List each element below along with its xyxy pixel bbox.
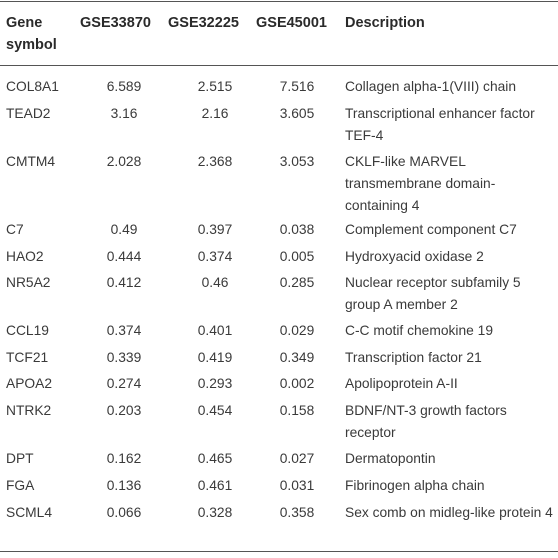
cell-gse45001: 7.516: [279, 79, 315, 94]
cell-gse45001: 0.029: [279, 323, 315, 338]
cell-gene-symbol: CMTM4: [6, 154, 56, 169]
cell-gene-symbol: FGA: [6, 478, 35, 493]
cell-description: BDNF/NT-3 growth factors receptor: [345, 403, 507, 440]
table-bottom-rule: [0, 551, 558, 552]
cell-description: Hydroxyacid oxidase 2: [345, 249, 484, 264]
cell-gse32225: 0.465: [197, 451, 233, 466]
cell-gse33870: 3.16: [110, 106, 138, 121]
cell-gse33870: 0.444: [106, 249, 142, 264]
cell-gse32225: 0.374: [197, 249, 233, 264]
header-gene-symbol: Gene symbol: [6, 15, 57, 53]
cell-description: Sex comb on midleg-like protein 4: [345, 505, 553, 520]
cell-gse33870: 0.274: [106, 376, 142, 391]
cell-gse33870: 0.412: [106, 275, 142, 290]
cell-gene-symbol: TCF21: [6, 350, 49, 365]
cell-gse45001: 0.038: [279, 222, 315, 237]
cell-gse45001: 0.349: [279, 350, 315, 365]
cell-gse32225: 0.328: [197, 505, 233, 520]
header-gse33870: GSE33870: [80, 15, 151, 31]
cell-gse32225: 0.461: [197, 478, 233, 493]
cell-description: Dermatopontin: [345, 451, 436, 466]
cell-description: Fibrinogen alpha chain: [345, 478, 485, 493]
cell-gene-symbol: SCML4: [6, 505, 53, 520]
cell-gse33870: 0.339: [106, 350, 142, 365]
header-gse32225: GSE32225: [168, 15, 239, 31]
cell-gse45001: 0.027: [279, 451, 315, 466]
cell-gse45001: 3.053: [279, 154, 315, 169]
cell-description: Transcriptional enhancer factor TEF-4: [345, 106, 535, 143]
cell-gene-symbol: CCL19: [6, 323, 49, 338]
cell-gene-symbol: NTRK2: [6, 403, 52, 418]
cell-gene-symbol: TEAD2: [6, 106, 51, 121]
cell-gse32225: 0.46: [201, 275, 229, 290]
cell-gse33870: 2.028: [106, 154, 142, 169]
cell-gene-symbol: C7: [6, 222, 24, 237]
cell-gene-symbol: HAO2: [6, 249, 44, 264]
cell-description: C-C motif chemokine 19: [345, 323, 493, 338]
table-header-rule: [0, 65, 558, 66]
cell-gse33870: 0.49: [110, 222, 138, 237]
cell-description: Nuclear receptor subfamily 5 group A mem…: [345, 275, 521, 312]
cell-gse33870: 0.136: [106, 478, 142, 493]
cell-gse33870: 6.589: [106, 79, 142, 94]
cell-gene-symbol: DPT: [6, 451, 34, 466]
cell-gse33870: 0.203: [106, 403, 142, 418]
cell-description: Transcription factor 21: [345, 350, 482, 365]
cell-gse32225: 0.454: [197, 403, 233, 418]
cell-gse32225: 0.397: [197, 222, 233, 237]
table-top-rule: [0, 1, 558, 2]
cell-gene-symbol: COL8A1: [6, 79, 59, 94]
cell-gse32225: 0.401: [197, 323, 233, 338]
cell-gse33870: 0.162: [106, 451, 142, 466]
cell-gse45001: 0.158: [279, 403, 315, 418]
cell-gse33870: 0.374: [106, 323, 142, 338]
cell-description: CKLF-like MARVEL transmembrane domain-co…: [345, 154, 496, 213]
cell-gse45001: 0.002: [279, 376, 315, 391]
header-description: Description: [345, 15, 425, 31]
cell-description: Apolipoprotein A-II: [345, 376, 458, 391]
cell-gse33870: 0.066: [106, 505, 142, 520]
cell-gse45001: 0.358: [279, 505, 315, 520]
cell-gene-symbol: APOA2: [6, 376, 53, 391]
cell-description: Collagen alpha-1(VIII) chain: [345, 79, 517, 94]
cell-description: Complement component C7: [345, 222, 517, 237]
cell-gse32225: 2.368: [197, 154, 233, 169]
header-gse45001: GSE45001: [256, 15, 327, 31]
cell-gse32225: 0.419: [197, 350, 233, 365]
cell-gene-symbol: NR5A2: [6, 275, 51, 290]
cell-gse45001: 0.005: [279, 249, 315, 264]
cell-gse32225: 2.16: [201, 106, 229, 121]
cell-gse32225: 2.515: [197, 79, 233, 94]
cell-gse45001: 0.031: [279, 478, 315, 493]
cell-gse45001: 0.285: [279, 275, 315, 290]
cell-gse32225: 0.293: [197, 376, 233, 391]
cell-gse45001: 3.605: [279, 106, 315, 121]
